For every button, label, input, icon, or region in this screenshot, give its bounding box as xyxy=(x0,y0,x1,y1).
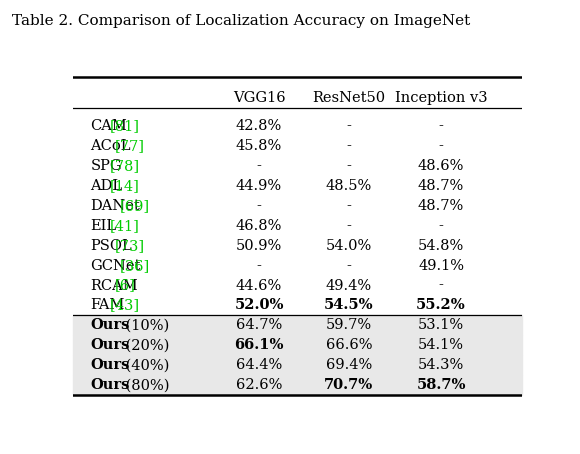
Text: PSOL: PSOL xyxy=(90,239,132,253)
Text: [36]: [36] xyxy=(120,259,150,272)
Text: 54.8%: 54.8% xyxy=(418,239,464,253)
Text: CAM: CAM xyxy=(90,119,127,133)
Text: [14]: [14] xyxy=(110,179,139,193)
Text: GCNet: GCNet xyxy=(90,259,141,272)
Text: DANet: DANet xyxy=(90,199,140,213)
Text: Ours: Ours xyxy=(90,338,130,352)
Text: -: - xyxy=(256,199,262,213)
Text: 54.0%: 54.0% xyxy=(326,239,372,253)
Text: [78]: [78] xyxy=(110,159,140,173)
Text: -: - xyxy=(438,119,444,133)
Text: 66.1%: 66.1% xyxy=(234,338,284,352)
Text: 50.9%: 50.9% xyxy=(236,239,282,253)
Text: 70.7%: 70.7% xyxy=(324,378,374,392)
Text: (80%): (80%) xyxy=(121,378,169,392)
Bar xyxy=(72,355,522,375)
Text: (40%): (40%) xyxy=(121,358,169,372)
Text: [77]: [77] xyxy=(115,139,145,153)
Text: 66.6%: 66.6% xyxy=(326,338,372,352)
Text: 53.1%: 53.1% xyxy=(418,318,464,332)
Text: 52.0%: 52.0% xyxy=(234,298,284,312)
Text: EIL: EIL xyxy=(90,219,117,233)
Text: [6]: [6] xyxy=(115,279,136,292)
Bar xyxy=(72,336,522,355)
Text: -: - xyxy=(346,199,351,213)
Text: -: - xyxy=(256,159,262,173)
Text: -: - xyxy=(346,139,351,153)
Text: ADL: ADL xyxy=(90,179,122,193)
Text: [81]: [81] xyxy=(110,119,140,133)
Text: 54.5%: 54.5% xyxy=(324,298,374,312)
Text: 69.4%: 69.4% xyxy=(326,358,372,372)
Text: (10%): (10%) xyxy=(121,318,169,332)
Text: 64.4%: 64.4% xyxy=(236,358,282,372)
Text: 55.2%: 55.2% xyxy=(416,298,466,312)
Text: Table 2. Comparison of Localization Accuracy on ImageNet: Table 2. Comparison of Localization Accu… xyxy=(12,14,470,28)
Text: -: - xyxy=(438,139,444,153)
Text: 48.6%: 48.6% xyxy=(418,159,464,173)
Text: -: - xyxy=(438,219,444,233)
Text: Ours: Ours xyxy=(90,318,130,332)
Text: 44.9%: 44.9% xyxy=(236,179,282,193)
Text: Ours: Ours xyxy=(90,358,130,372)
Text: 48.7%: 48.7% xyxy=(418,179,464,193)
Text: FAM: FAM xyxy=(90,298,125,312)
Text: 42.8%: 42.8% xyxy=(236,119,282,133)
Text: ResNet50: ResNet50 xyxy=(313,91,386,105)
Text: 46.8%: 46.8% xyxy=(236,219,282,233)
Text: [43]: [43] xyxy=(110,298,140,312)
Text: 44.6%: 44.6% xyxy=(236,279,282,292)
Text: (20%): (20%) xyxy=(121,338,169,352)
Text: -: - xyxy=(346,259,351,272)
Text: 49.4%: 49.4% xyxy=(326,279,372,292)
Text: SPG: SPG xyxy=(90,159,122,173)
Text: -: - xyxy=(256,259,262,272)
Text: [41]: [41] xyxy=(110,219,139,233)
Text: VGG16: VGG16 xyxy=(233,91,285,105)
Bar xyxy=(72,316,522,336)
Text: 48.5%: 48.5% xyxy=(326,179,372,193)
Text: 64.7%: 64.7% xyxy=(236,318,282,332)
Text: 59.7%: 59.7% xyxy=(326,318,372,332)
Text: 54.3%: 54.3% xyxy=(418,358,464,372)
Text: -: - xyxy=(346,159,351,173)
Bar xyxy=(72,375,522,395)
Text: Inception v3: Inception v3 xyxy=(395,91,487,105)
Text: 54.1%: 54.1% xyxy=(418,338,464,352)
Text: [73]: [73] xyxy=(115,239,145,253)
Text: 49.1%: 49.1% xyxy=(418,259,464,272)
Text: -: - xyxy=(346,219,351,233)
Text: [69]: [69] xyxy=(120,199,150,213)
Text: RCAM: RCAM xyxy=(90,279,138,292)
Text: Ours: Ours xyxy=(90,378,130,392)
Text: 45.8%: 45.8% xyxy=(236,139,282,153)
Text: 58.7%: 58.7% xyxy=(416,378,466,392)
Text: 48.7%: 48.7% xyxy=(418,199,464,213)
Text: -: - xyxy=(346,119,351,133)
Text: -: - xyxy=(438,279,444,292)
Text: 62.6%: 62.6% xyxy=(236,378,282,392)
Text: ACoL: ACoL xyxy=(90,139,131,153)
